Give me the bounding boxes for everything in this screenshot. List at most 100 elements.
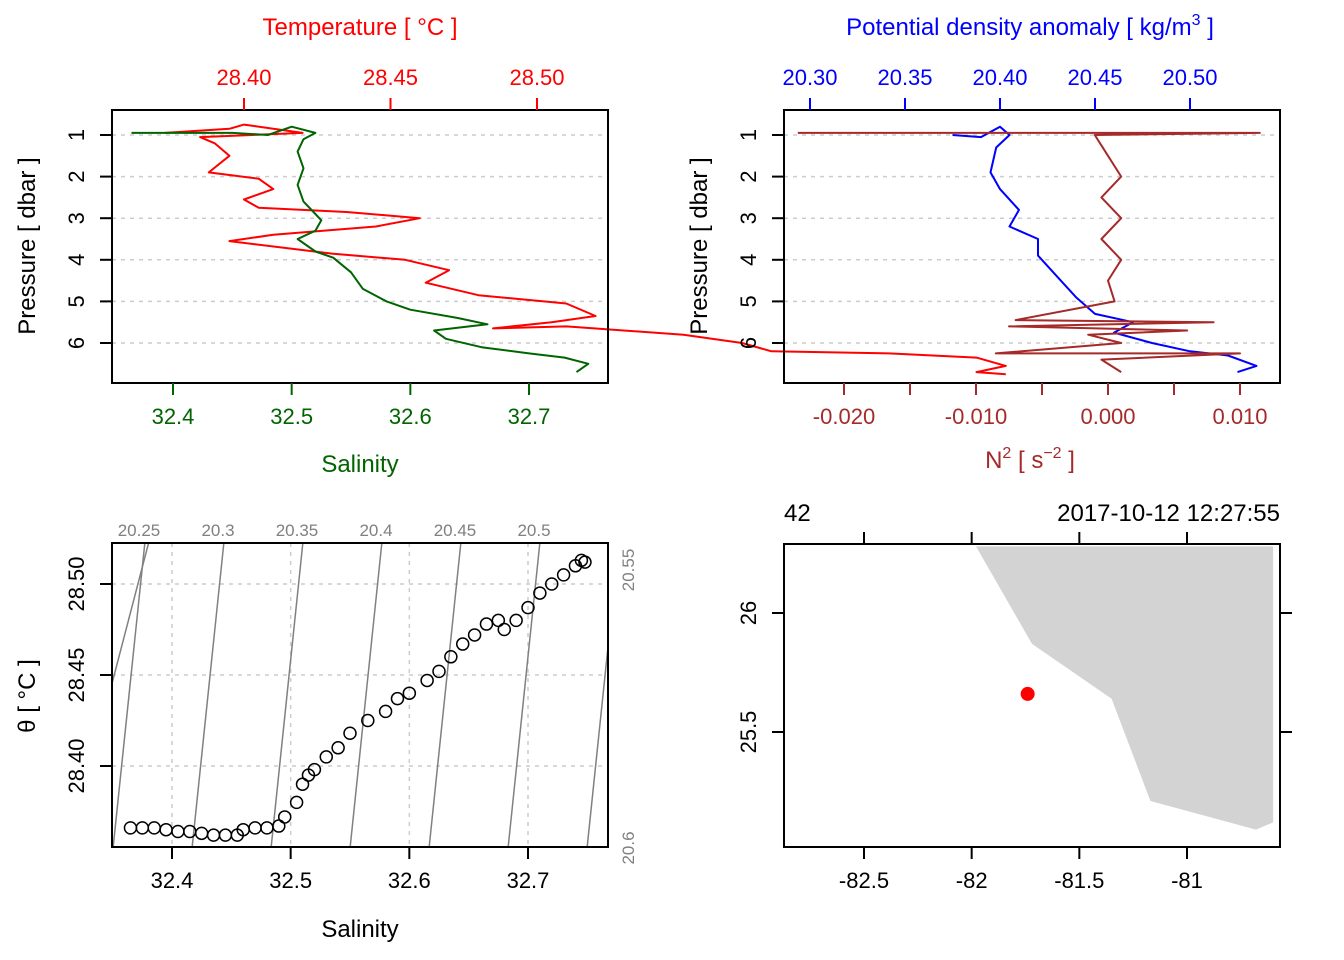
data-point <box>509 613 523 628</box>
data-point <box>533 586 547 600</box>
superscript-3: 3 <box>1192 12 1201 29</box>
isopycnal-label: 20.35 <box>276 521 319 540</box>
data-point <box>194 826 209 841</box>
bracket: ] <box>1201 14 1214 41</box>
y-tick-label: 28.45 <box>64 647 89 702</box>
data-point <box>147 821 161 835</box>
isopycnal-line <box>112 543 150 687</box>
data-point <box>402 686 417 700</box>
panel-temperature-salinity-profile: Temperature [ °C ] Salinity Pressure [ d… <box>14 14 1007 478</box>
y-tick-label: 4 <box>736 254 761 266</box>
x-tick-label: 0.000 <box>1080 404 1135 429</box>
plot-frame <box>783 543 1281 848</box>
isopycnal-line <box>428 543 462 847</box>
y-tick-label: 6 <box>736 337 761 349</box>
top-axis-title: Temperature [ °C ] <box>263 14 458 41</box>
x-tick-label: -81.5 <box>1054 868 1104 893</box>
data-point <box>420 673 434 688</box>
data-point <box>390 691 405 706</box>
y-tick-label: 3 <box>736 212 761 224</box>
isopycnal-label: 20.25 <box>118 521 161 540</box>
isopycnal-label: 20.6 <box>619 831 638 864</box>
data-point <box>491 613 506 628</box>
y-axis-title: Pressure [ dbar ] <box>686 157 713 334</box>
y-tick-label: 5 <box>64 295 89 307</box>
y-axis-title: Pressure [ dbar ] <box>14 157 41 334</box>
data-point <box>206 828 221 842</box>
top-tick-label: 20.40 <box>972 65 1027 90</box>
data-point <box>272 819 286 833</box>
data-point <box>331 741 345 755</box>
data-point <box>521 600 535 615</box>
data-point <box>432 664 446 679</box>
x-tick-label: -82.5 <box>839 868 889 893</box>
data-point <box>123 821 138 835</box>
x-tick-label: -81 <box>1171 868 1203 893</box>
top-axis-title: Potential density anomaly [ kg/m3 ] <box>846 12 1214 41</box>
station-time-label: 2017-10-12 12:27:55 <box>1057 500 1280 527</box>
data-point <box>378 704 393 719</box>
data-point <box>277 810 292 824</box>
station-id-label: 42 <box>784 500 811 527</box>
y-tick-label: 28.40 <box>64 738 89 793</box>
isopycnal-label: 20.4 <box>359 521 392 540</box>
data-point <box>289 795 304 810</box>
top-tick-label: 28.45 <box>363 65 418 90</box>
y-tick-label: 4 <box>64 254 89 266</box>
station-marker <box>1020 686 1035 701</box>
x-tick-label: 32.7 <box>508 404 551 429</box>
y-tick-label: 5 <box>736 295 761 307</box>
data-point <box>578 555 592 569</box>
data-point <box>295 777 310 791</box>
y-tick-label: 1 <box>736 129 761 141</box>
x-axis-title: Salinity <box>321 916 398 943</box>
data-point <box>455 637 470 651</box>
x-tick-label: 32.5 <box>269 868 312 893</box>
x-tick-label: 0.010 <box>1212 404 1267 429</box>
x-tick-label: 32.6 <box>389 404 432 429</box>
n-label: N <box>985 447 1002 474</box>
data-point <box>218 828 233 842</box>
top-tick-label: 28.50 <box>509 65 564 90</box>
series-line-potential-density-anomaly <box>952 125 1258 374</box>
data-point <box>343 726 357 740</box>
data-point <box>171 824 185 839</box>
scatter-points <box>123 553 592 842</box>
x-tick-label: 32.7 <box>507 868 550 893</box>
top-tick-label: 20.45 <box>1067 65 1122 90</box>
top-tick-label: 20.30 <box>782 65 837 90</box>
data-point <box>307 762 322 777</box>
isopycnal-label: 20.55 <box>619 549 638 592</box>
data-point <box>544 577 559 591</box>
plot-frame <box>111 542 609 848</box>
data-point <box>556 568 571 582</box>
x-tick-label: 32.4 <box>152 404 195 429</box>
x-tick-label: 32.4 <box>151 868 194 893</box>
superscript-2: 2 <box>1002 445 1011 462</box>
series-line-temperature <box>164 123 1007 376</box>
top-tick-label: 20.50 <box>1162 65 1217 90</box>
data-point <box>361 713 375 728</box>
top-axis-title-text: Potential density anomaly [ kg/m <box>846 14 1192 41</box>
data-point <box>135 821 150 835</box>
data-point <box>260 821 274 835</box>
isopycnal-lines <box>112 543 608 847</box>
top-tick-label: 28.40 <box>216 65 271 90</box>
unit-open: [ s <box>1011 447 1043 474</box>
plot-frame <box>111 109 609 384</box>
isopycnal-line <box>191 543 225 847</box>
x-tick-label: -0.010 <box>945 404 1007 429</box>
y-tick-label: 2 <box>64 170 89 182</box>
x-tick-label: -82 <box>956 868 988 893</box>
land-polygon <box>976 546 1274 830</box>
x-tick-label: 32.6 <box>388 868 431 893</box>
y-tick-label: 28.50 <box>64 556 89 611</box>
y-tick-label: 3 <box>64 212 89 224</box>
bottom-axis-title: Salinity <box>321 451 398 478</box>
y-tick-label: 6 <box>64 337 89 349</box>
panel-ts-diagram: Salinity θ [ °C ] 28.40 28.45 28.50 32.4 32.… <box>14 521 638 943</box>
data-point <box>467 628 482 642</box>
x-tick-label: -0.020 <box>813 404 875 429</box>
y-tick-label: 26 <box>736 601 761 625</box>
